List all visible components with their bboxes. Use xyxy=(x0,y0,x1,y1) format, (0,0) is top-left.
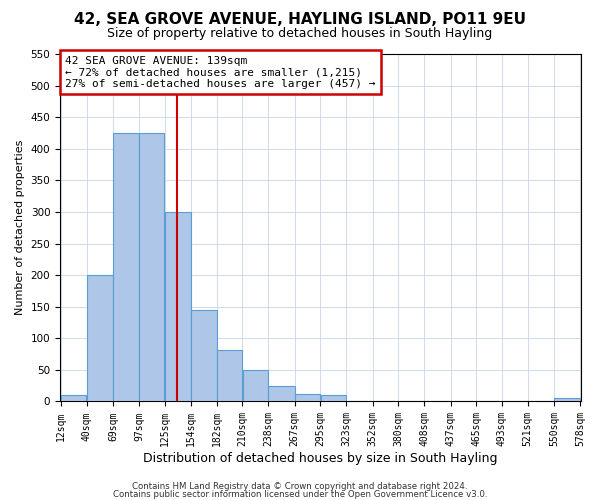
Bar xyxy=(61,395,86,402)
X-axis label: Distribution of detached houses by size in South Hayling: Distribution of detached houses by size … xyxy=(143,452,497,465)
Bar xyxy=(295,394,320,402)
Bar xyxy=(320,395,346,402)
Bar xyxy=(165,212,191,402)
Text: Contains HM Land Registry data © Crown copyright and database right 2024.: Contains HM Land Registry data © Crown c… xyxy=(132,482,468,491)
Text: Size of property relative to detached houses in South Hayling: Size of property relative to detached ho… xyxy=(107,28,493,40)
Bar xyxy=(113,133,139,402)
Bar xyxy=(191,310,217,402)
Text: 42 SEA GROVE AVENUE: 139sqm
← 72% of detached houses are smaller (1,215)
27% of : 42 SEA GROVE AVENUE: 139sqm ← 72% of det… xyxy=(65,56,376,89)
Text: 42, SEA GROVE AVENUE, HAYLING ISLAND, PO11 9EU: 42, SEA GROVE AVENUE, HAYLING ISLAND, PO… xyxy=(74,12,526,28)
Bar xyxy=(87,275,113,402)
Bar xyxy=(139,133,164,402)
Bar xyxy=(243,370,268,402)
Bar xyxy=(554,398,580,402)
Y-axis label: Number of detached properties: Number of detached properties xyxy=(15,140,25,316)
Bar xyxy=(268,386,295,402)
Bar xyxy=(217,350,242,402)
Text: Contains public sector information licensed under the Open Government Licence v3: Contains public sector information licen… xyxy=(113,490,487,499)
